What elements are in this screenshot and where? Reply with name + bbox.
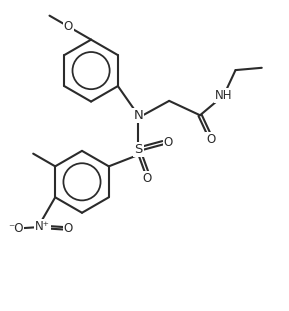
Text: O: O xyxy=(207,132,216,146)
Text: O: O xyxy=(64,222,73,235)
Text: O: O xyxy=(164,136,173,149)
Text: S: S xyxy=(134,143,142,156)
Text: O: O xyxy=(64,20,73,33)
Text: NH: NH xyxy=(215,89,233,102)
Text: N⁺: N⁺ xyxy=(35,220,49,233)
Text: N: N xyxy=(134,109,143,122)
Text: O: O xyxy=(142,172,151,185)
Text: ⁻O: ⁻O xyxy=(8,222,23,235)
